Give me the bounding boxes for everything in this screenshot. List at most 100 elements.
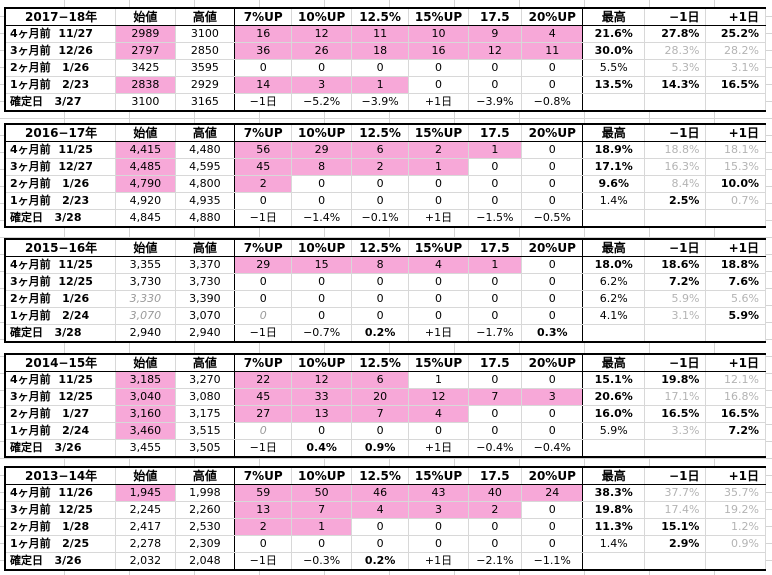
table-cell[interactable]: 38.3%	[582, 484, 645, 502]
table-cell[interactable]: 0	[520, 371, 584, 389]
table-cell[interactable]: 0	[520, 158, 584, 176]
table-cell[interactable]: 16.5%	[705, 405, 766, 423]
table-cell[interactable]: 2	[350, 158, 410, 176]
table-cell[interactable]: 27.8%	[643, 25, 707, 43]
table-cell[interactable]: 0	[520, 256, 584, 274]
table-cell[interactable]: 14.3%	[643, 76, 707, 94]
column-header[interactable]: 20%UP	[520, 353, 584, 372]
table-cell[interactable]: 0	[408, 290, 469, 308]
table-cell[interactable]: 30.0%	[582, 42, 645, 60]
table-cell[interactable]: 1	[408, 158, 469, 176]
table-cell[interactable]: 0	[467, 273, 523, 291]
column-header[interactable]: +1日	[705, 7, 766, 26]
table-cell[interactable]: 4,485	[115, 158, 176, 176]
column-header[interactable]: 高値	[174, 7, 236, 26]
table-cell[interactable]: 13	[234, 501, 293, 519]
table-cell[interactable]: 3,515	[174, 422, 236, 440]
table-cell[interactable]: 15	[291, 256, 352, 274]
table-cell[interactable]: 20.6%	[582, 388, 645, 406]
table-cell[interactable]: 18.6%	[643, 256, 707, 274]
row-label[interactable]: 2ヶ月前 1/28	[4, 518, 117, 536]
table-cell[interactable]: 16.3%	[643, 158, 707, 176]
table-cell[interactable]: −0.7%	[291, 324, 352, 343]
year-label[interactable]: 2017−18年	[4, 7, 117, 26]
row-label[interactable]: 2ヶ月前 1/26	[4, 59, 117, 77]
table-cell[interactable]: 5.5%	[582, 59, 645, 77]
table-cell[interactable]: −3.9%	[467, 93, 523, 112]
table-cell[interactable]: 3,270	[174, 371, 236, 389]
table-cell[interactable]: 13.5%	[582, 76, 645, 94]
column-header[interactable]: 7%UP	[234, 353, 293, 372]
column-header[interactable]: +1日	[705, 466, 766, 485]
table-cell[interactable]: 27	[234, 405, 293, 423]
table-cell[interactable]: 0	[350, 307, 410, 325]
row-label[interactable]: 3ヶ月前 12/25	[4, 388, 117, 406]
table-cell[interactable]: 16	[408, 42, 469, 60]
column-header[interactable]: 20%UP	[520, 123, 584, 142]
table-cell[interactable]: 3	[520, 388, 584, 406]
table-cell[interactable]: 2,048	[174, 552, 236, 571]
table-cell[interactable]: −1日	[234, 552, 293, 571]
table-cell[interactable]: 3,730	[115, 273, 176, 291]
table-cell[interactable]	[643, 209, 707, 228]
table-cell[interactable]: 2	[467, 501, 523, 519]
table-cell[interactable]: 0	[408, 59, 469, 77]
column-header[interactable]: −1日	[643, 353, 707, 372]
table-cell[interactable]: 1	[408, 371, 469, 389]
column-header[interactable]: 最高	[582, 466, 645, 485]
column-header[interactable]: 7%UP	[234, 7, 293, 26]
table-cell[interactable]: 8	[350, 256, 410, 274]
table-cell[interactable]: 18	[350, 42, 410, 60]
table-cell[interactable]: 0	[467, 76, 523, 94]
table-cell[interactable]: 0	[520, 273, 584, 291]
column-header[interactable]: 最高	[582, 123, 645, 142]
row-label[interactable]: 3ヶ月前 12/27	[4, 158, 117, 176]
table-cell[interactable]: 0.3%	[520, 324, 584, 343]
table-cell[interactable]: 0	[408, 535, 469, 553]
table-cell[interactable]: 0	[291, 192, 352, 210]
table-cell[interactable]: 20	[350, 388, 410, 406]
table-cell[interactable]: −1.4%	[291, 209, 352, 228]
table-cell[interactable]: 40	[467, 484, 523, 502]
table-cell[interactable]: 1	[350, 76, 410, 94]
table-cell[interactable]: 0	[291, 59, 352, 77]
table-cell[interactable]: 16	[234, 25, 293, 43]
table-cell[interactable]: +1日	[408, 93, 469, 112]
table-cell[interactable]: 6.2%	[582, 290, 645, 308]
table-cell[interactable]: 0	[467, 518, 523, 536]
table-cell[interactable]: 2797	[115, 42, 176, 60]
column-header[interactable]: 17.5	[467, 7, 523, 26]
row-label[interactable]: 確定日 3/26	[4, 439, 117, 458]
table-cell[interactable]: 59	[234, 484, 293, 502]
row-label[interactable]: 2ヶ月前 1/26	[4, 290, 117, 308]
table-cell[interactable]: 0	[234, 290, 293, 308]
column-header[interactable]: 17.5	[467, 123, 523, 142]
table-cell[interactable]: 0	[408, 422, 469, 440]
column-header[interactable]: 12.5%	[350, 123, 410, 142]
table-cell[interactable]: 4	[350, 501, 410, 519]
column-header[interactable]: 高値	[174, 123, 236, 142]
table-cell[interactable]: 0	[350, 59, 410, 77]
table-cell[interactable]: 0	[234, 192, 293, 210]
row-label[interactable]: 確定日 3/27	[4, 93, 117, 112]
column-header[interactable]: 高値	[174, 353, 236, 372]
row-label[interactable]: 4ヶ月前 11/27	[4, 25, 117, 43]
table-cell[interactable]: 46	[350, 484, 410, 502]
table-cell[interactable]: 1	[467, 141, 523, 159]
table-cell[interactable]: 0	[291, 535, 352, 553]
table-cell[interactable]: 13	[291, 405, 352, 423]
table-cell[interactable]: −1日	[234, 209, 293, 228]
column-header[interactable]: 10%UP	[291, 238, 352, 257]
column-header[interactable]: 20%UP	[520, 238, 584, 257]
row-label[interactable]: 3ヶ月前 12/26	[4, 42, 117, 60]
column-header[interactable]: 20%UP	[520, 466, 584, 485]
table-cell[interactable]: 0	[291, 175, 352, 193]
table-cell[interactable]: 2,309	[174, 535, 236, 553]
column-header[interactable]: 7%UP	[234, 238, 293, 257]
table-cell[interactable]: 0	[467, 158, 523, 176]
table-cell[interactable]: 0	[520, 422, 584, 440]
table-cell[interactable]: −1.1%	[520, 552, 584, 571]
table-cell[interactable]: 3	[408, 501, 469, 519]
table-cell[interactable]: 33	[291, 388, 352, 406]
table-cell[interactable]: 18.8%	[705, 256, 766, 274]
